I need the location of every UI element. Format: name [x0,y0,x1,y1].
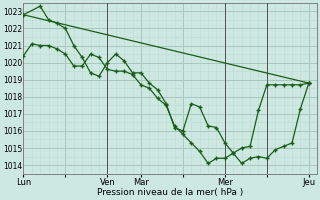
X-axis label: Pression niveau de la mer( hPa ): Pression niveau de la mer( hPa ) [97,188,244,197]
